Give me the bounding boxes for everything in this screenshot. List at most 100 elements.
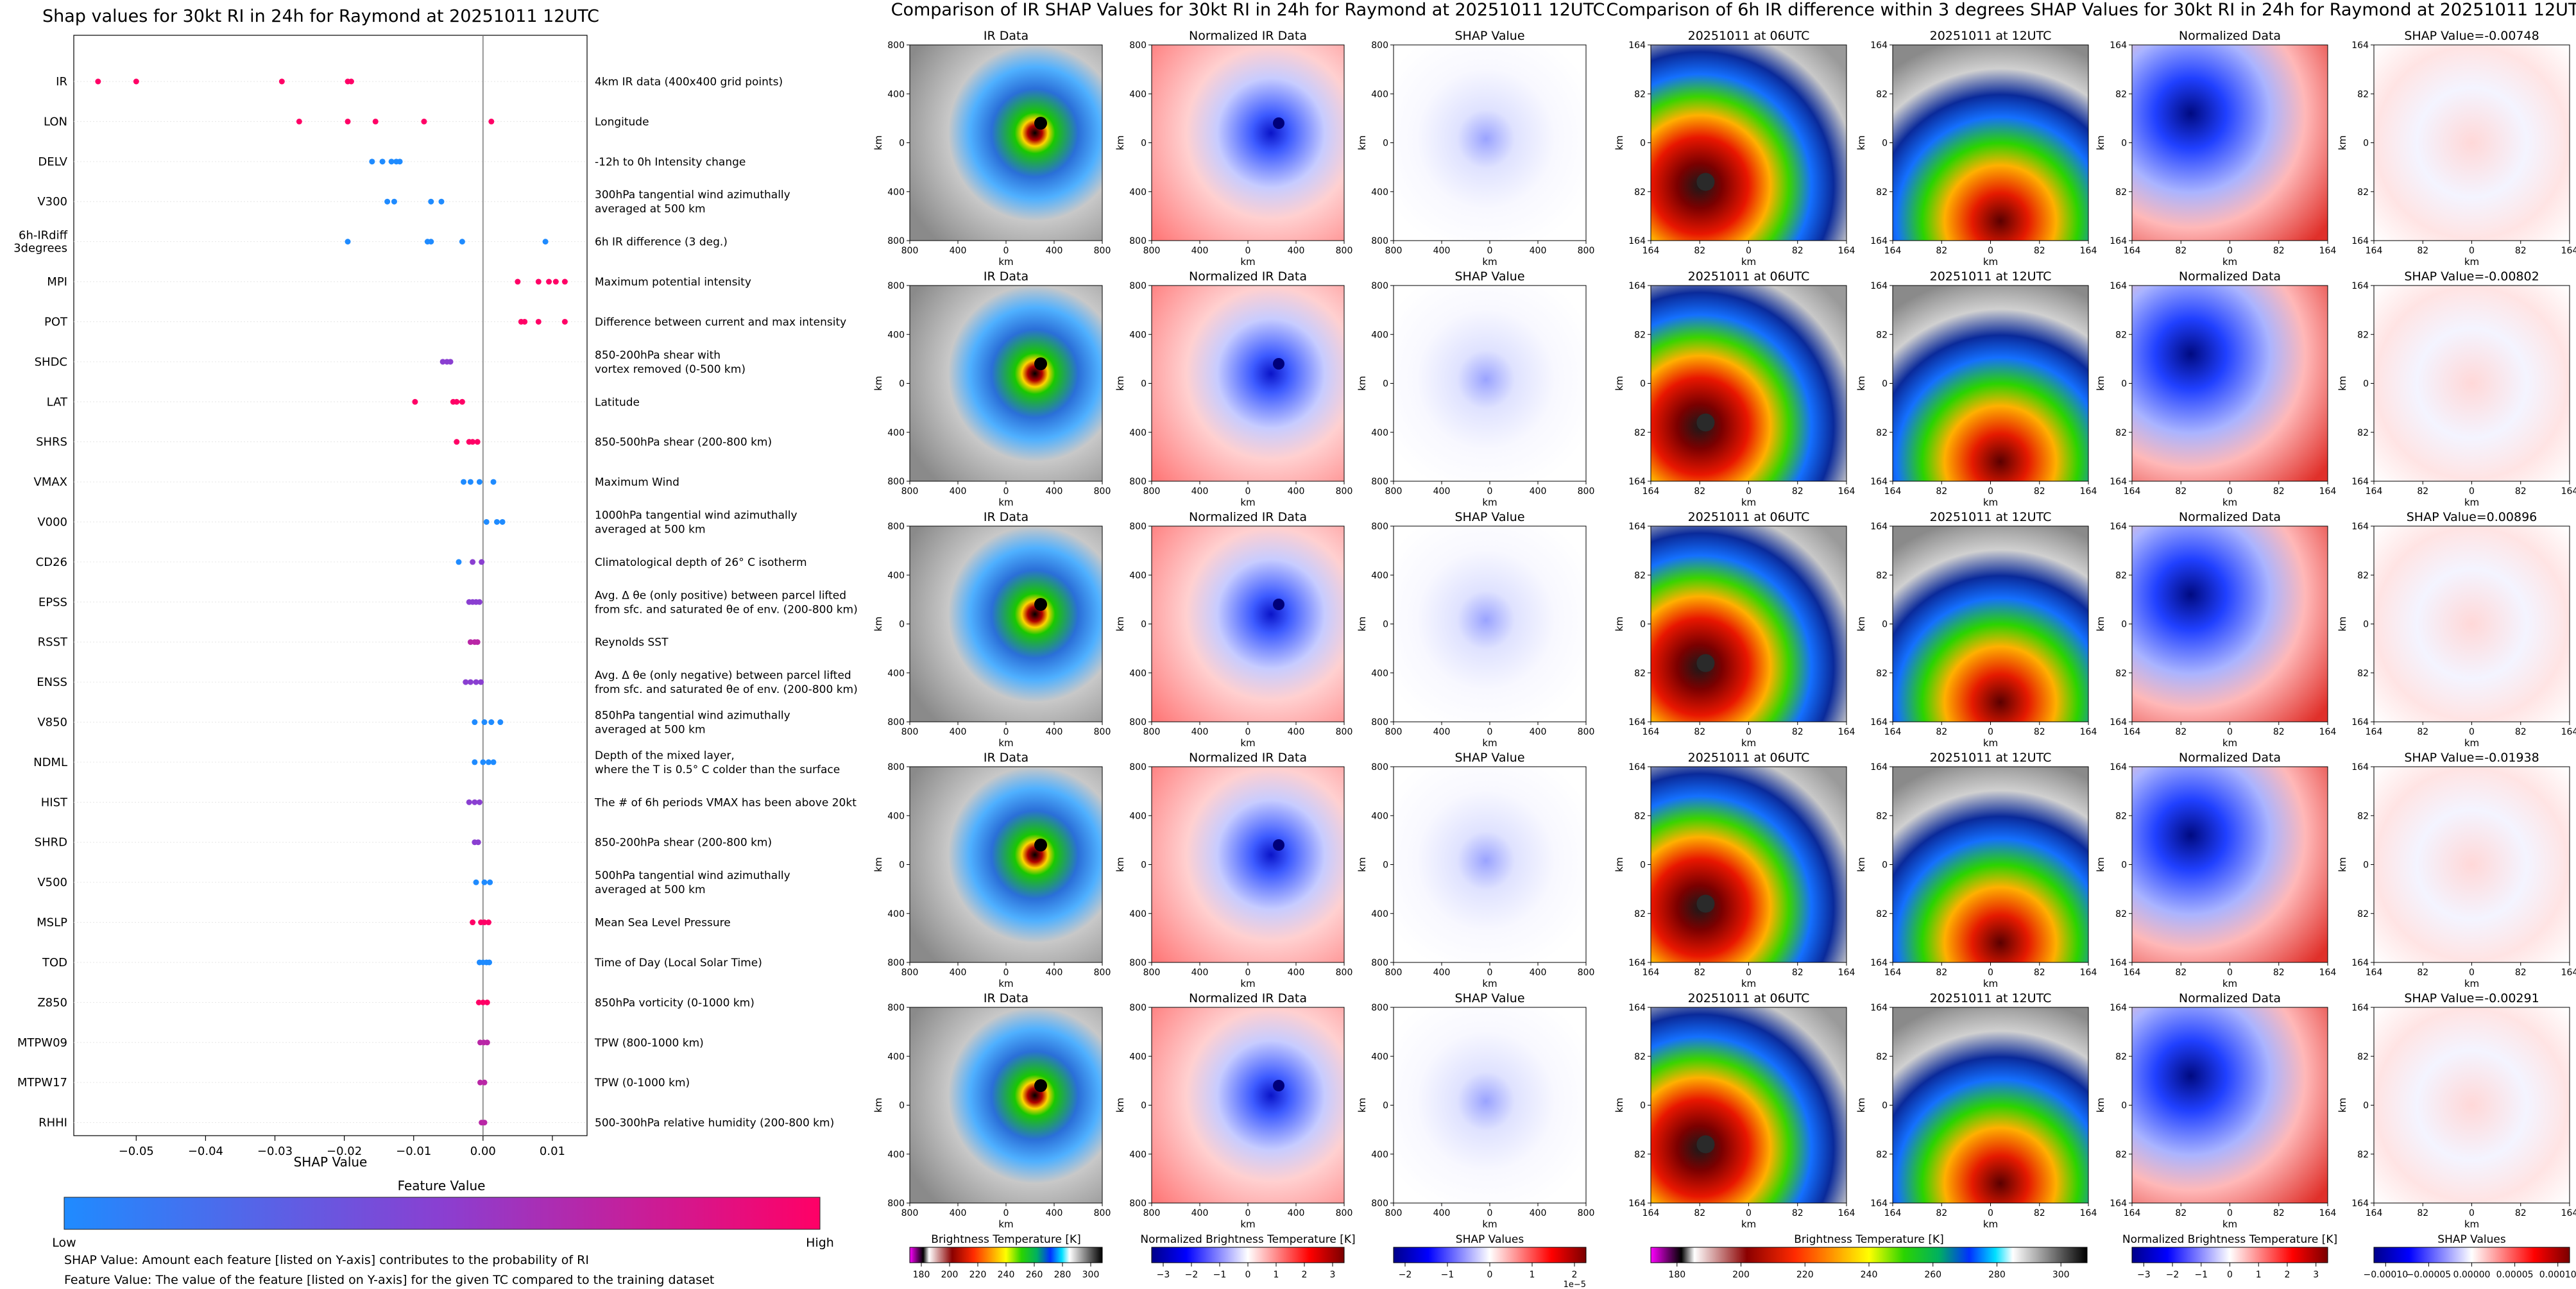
colorbar-label: Brightness Temperature [K] <box>931 1233 1080 1246</box>
shap-point <box>485 759 491 765</box>
x-tick-label: 400 <box>1191 1208 1209 1218</box>
y-tick-label: 800 <box>887 762 905 773</box>
feature-description: Depth of the mixed layer, <box>595 749 735 762</box>
feature-description: 850-200hPa shear with <box>595 349 721 362</box>
y-axis-label: km <box>1114 135 1126 150</box>
x-tick-label: 164 <box>2319 1208 2337 1218</box>
y-tick-label: 164 <box>1628 40 1646 51</box>
x-tick-label: 800 <box>901 1208 919 1218</box>
x-axis-label: km <box>2222 497 2237 508</box>
ir-shap-comparison-panel: Comparison of IR SHAP Values for 30kt RI… <box>873 0 1605 1289</box>
x-tick-label: 164 <box>2080 968 2097 978</box>
feature-description: Reynolds SST <box>595 636 669 649</box>
storm-eye-mark <box>1696 654 1715 672</box>
y-tick-label: 800 <box>887 1199 905 1209</box>
y-axis-label: km <box>1356 857 1368 872</box>
feature-description: Climatological depth of 26° C isotherm <box>595 556 807 569</box>
feature-name-label: ENSS <box>37 676 67 689</box>
y-tick-label: 82 <box>2115 669 2127 679</box>
subplot-title: SHAP Value <box>1454 29 1524 43</box>
x-axis-label: km <box>1240 256 1255 268</box>
colorbar-tick-label: 200 <box>1732 1270 1750 1280</box>
x-tick-label: 800 <box>1385 246 1403 256</box>
footnote-feature-value: Feature Value: The value of the feature … <box>64 1273 714 1287</box>
y-tick-label: 82 <box>2115 89 2127 99</box>
x-axis-label: km <box>1240 978 1255 989</box>
feature-description: Difference between current and max inten… <box>595 316 846 329</box>
y-tick-label: 164 <box>2351 717 2369 728</box>
x-tick-label: 82 <box>1792 246 1804 256</box>
feature-name-label: POT <box>44 315 68 329</box>
x-tick-label: −0.04 <box>188 1145 223 1158</box>
x-tick-label: 0 <box>2469 246 2475 256</box>
y-axis-label: km <box>1356 617 1368 631</box>
x-tick-label: 800 <box>901 727 919 737</box>
shap-point <box>478 679 484 685</box>
x-tick-label: 400 <box>1046 727 1063 737</box>
y-tick-label: 800 <box>887 236 905 246</box>
y-tick-label: 164 <box>2110 717 2127 728</box>
y-tick-label: 400 <box>1129 669 1147 679</box>
y-tick-label: 0 <box>1882 139 1888 149</box>
subplot-title: 20251011 at 06UTC <box>1688 510 1810 524</box>
x-tick-label: 82 <box>2175 968 2187 978</box>
x-axis-label: km <box>1983 1218 1998 1230</box>
shap-point <box>391 198 397 205</box>
x-tick-label: 164 <box>2561 1208 2576 1218</box>
x-tick-label: 82 <box>2515 1208 2527 1218</box>
y-tick-label: 164 <box>2110 236 2127 246</box>
feature-name-label: TOD <box>42 956 67 969</box>
y-tick-label: 0 <box>1141 379 1147 389</box>
colorbar-tick-label: 0.00010 <box>2539 1270 2576 1280</box>
x-tick-label: 0 <box>1988 727 1993 737</box>
map-image <box>2131 44 2328 241</box>
x-tick-label: 400 <box>1433 968 1451 978</box>
map-image <box>2373 525 2570 722</box>
x-tick-label: 164 <box>1884 486 1902 497</box>
map-image <box>909 766 1103 963</box>
shap-point <box>466 799 472 805</box>
y-tick-label: 0 <box>1640 620 1646 630</box>
colorbar-tick-label: 0 <box>2227 1270 2233 1280</box>
y-tick-label: 800 <box>1129 1003 1147 1013</box>
y-tick-label: 800 <box>887 717 905 728</box>
y-tick-label: 164 <box>1870 958 1888 968</box>
feature-description: 6h IR difference (3 deg.) <box>595 236 728 249</box>
y-axis-label: km <box>873 617 884 631</box>
storm-eye-mark <box>1273 1080 1284 1091</box>
y-tick-label: 0 <box>1383 620 1388 630</box>
shap-point <box>428 198 434 205</box>
shap-point <box>481 919 488 926</box>
y-tick-label: 164 <box>1870 762 1888 773</box>
y-tick-label: 82 <box>1634 909 1646 919</box>
x-tick-label: 164 <box>1642 486 1660 497</box>
y-tick-label: 164 <box>2351 958 2369 968</box>
map-image <box>2373 766 2570 963</box>
x-tick-label: 800 <box>1094 246 1111 256</box>
x-tick-label: 800 <box>1336 246 1353 256</box>
grid-title: Comparison of IR SHAP Values for 30kt RI… <box>891 0 1605 20</box>
shap-point <box>447 359 454 365</box>
x-tick-label: 800 <box>1094 1208 1111 1218</box>
feature-description: from sfc. and saturated θe of env. (200-… <box>595 683 858 696</box>
storm-eye-mark <box>1696 1135 1715 1154</box>
y-tick-label: 164 <box>2110 40 2127 51</box>
y-tick-label: 400 <box>887 330 905 340</box>
shap-point <box>379 158 386 165</box>
grid-title: Comparison of 6h IR difference within 3 … <box>1606 0 2576 20</box>
storm-eye-mark <box>1273 117 1284 129</box>
x-tick-label: 0 <box>2227 727 2233 737</box>
y-tick-label: 0 <box>2121 620 2127 630</box>
y-tick-label: 164 <box>1870 40 1888 51</box>
x-tick-label: 82 <box>2175 486 2187 497</box>
map-image <box>1393 766 1587 963</box>
x-axis-label: km <box>1983 978 1998 989</box>
x-tick-label: 800 <box>901 968 919 978</box>
x-axis-label: km <box>2464 1218 2479 1230</box>
y-tick-label: 164 <box>2110 958 2127 968</box>
y-tick-label: 400 <box>1129 89 1147 99</box>
colorbar-tick-label: 220 <box>969 1270 987 1280</box>
y-tick-label: 82 <box>1634 669 1646 679</box>
storm-eye-mark <box>1034 357 1047 370</box>
